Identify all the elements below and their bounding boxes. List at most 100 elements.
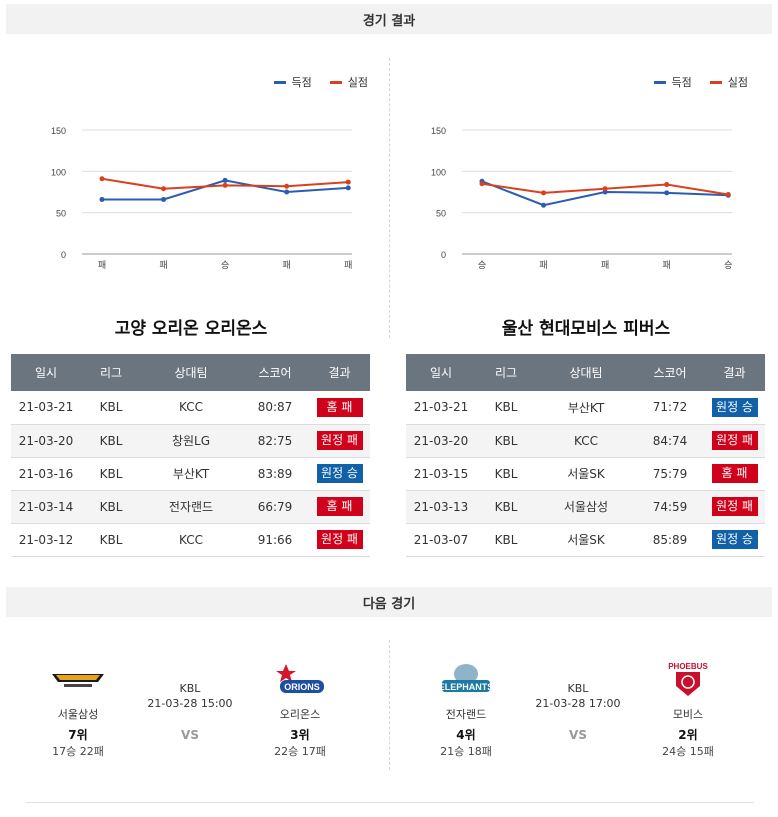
column-header: 일시: [11, 354, 81, 391]
conceded-point: [479, 181, 485, 187]
y-tick-label: 50: [436, 209, 446, 219]
cell-opponent: 전자랜드: [141, 490, 241, 524]
match-datetime: 21-03-28 17:00: [535, 697, 621, 710]
right-score-chart: 0 50 100 150 승 패 패 패 승 득점 실점: [400, 60, 760, 280]
elephants-logo-icon: ELEPHANTS: [436, 660, 496, 700]
away-team-rank: 3위: [290, 728, 310, 742]
away-team[interactable]: ORIONS 오리온스 3위 22승 17패: [250, 660, 350, 759]
left-score-chart: 0 50 100 150 패 패 승 패 패 득점 실점: [20, 60, 380, 280]
conceded-point: [725, 191, 731, 197]
table-row: 21-03-20 KBL 창원LG 82:75 원정 패: [11, 424, 370, 458]
match-info: KBL 21-03-28 15:00 VS: [130, 682, 250, 742]
x-tick-label: 승: [478, 260, 486, 271]
cell-score: 75:79: [636, 457, 704, 491]
cell-result: 원정 승: [704, 391, 765, 425]
cell-result: 홈 패: [704, 457, 765, 491]
y-tick-label: 0: [441, 250, 446, 260]
result-badge: 원정 승: [711, 397, 758, 417]
cell-date: 21-03-07: [406, 523, 476, 557]
cell-opponent: 서울SK: [536, 457, 636, 491]
away-team[interactable]: PHOEBUS 모비스 2위 24승 15패: [638, 660, 738, 759]
home-team-name: 전자랜드: [445, 708, 487, 721]
result-badge: 원정 패: [316, 431, 363, 450]
legend-scored-swatch: [273, 80, 286, 84]
legend-scored: 득점: [653, 74, 692, 90]
conceded-point: [664, 182, 670, 188]
cell-opponent: 서울SK: [536, 523, 636, 557]
cell-date: 21-03-13: [406, 490, 476, 524]
table-header-row: 일시 리그 상대팀 스코어 결과: [11, 354, 370, 391]
cell-league: KBL: [476, 523, 536, 557]
cell-league: KBL: [81, 490, 141, 524]
cell-result: 원정 패: [704, 490, 765, 524]
y-tick-label: 0: [61, 250, 66, 260]
legend-conceded-label: 실점: [347, 76, 368, 89]
x-tick-label: 패: [663, 260, 671, 271]
x-tick-label: 패: [344, 260, 352, 271]
table-row: 21-03-14 KBL 전자랜드 66:79 홈 패: [11, 490, 370, 524]
result-badge: 원정 패: [316, 530, 363, 549]
cell-date: 21-03-15: [406, 457, 476, 491]
conceded-point: [222, 182, 228, 188]
table-header-row: 일시 리그 상대팀 스코어 결과: [406, 354, 765, 391]
cell-date: 21-03-16: [11, 457, 81, 491]
legend-conceded: 실점: [709, 74, 748, 90]
away-team-rank: 2위: [678, 728, 698, 742]
cell-score: 84:74: [636, 424, 704, 458]
legend-conceded-swatch: [709, 80, 722, 84]
conceded-point: [541, 190, 547, 196]
scored-point: [222, 177, 228, 183]
cell-opponent: KCC: [536, 424, 636, 458]
match-league: KBL: [567, 682, 589, 695]
y-tick-label: 150: [431, 126, 446, 136]
column-header: 상대팀: [536, 354, 636, 391]
home-team[interactable]: ELEPHANTS 전자랜드 4위 21승 18패: [416, 660, 516, 759]
y-tick-label: 100: [51, 167, 66, 177]
column-header: 스코어: [241, 354, 309, 391]
match-info: KBL 21-03-28 17:00 VS: [518, 682, 638, 742]
x-tick-label: 패: [283, 260, 291, 271]
table-row: 21-03-21 KBL 부산KT 71:72 원정 승: [406, 391, 765, 425]
cell-score: 71:72: [636, 391, 704, 425]
x-tick-label: 승: [724, 260, 732, 271]
right-chart-legend: 득점 실점: [653, 74, 748, 90]
table-row: 21-03-20 KBL KCC 84:74 원정 패: [406, 424, 765, 458]
home-team[interactable]: 서울삼성 7위 17승 22패: [28, 660, 128, 759]
cell-date: 21-03-20: [406, 424, 476, 458]
cell-league: KBL: [476, 424, 536, 458]
x-tick-label: 승: [221, 260, 229, 271]
column-header: 상대팀: [141, 354, 241, 391]
cell-opponent: KCC: [141, 391, 241, 425]
conceded-point: [284, 183, 290, 189]
table-row: 21-03-07 KBL 서울SK 85:89 원정 승: [406, 523, 765, 557]
next-match-1: 서울삼성 7위 17승 22패 KBL 21-03-28 15:00 VS OR…: [10, 660, 380, 770]
cell-league: KBL: [476, 457, 536, 491]
left-team-title: 고양 오리온 오리온스: [114, 319, 268, 339]
conceded-point: [161, 186, 167, 192]
cell-date: 21-03-20: [11, 424, 81, 458]
left-chart-svg: 0 50 100 150 패 패 승 패 패: [51, 126, 352, 271]
column-header: 결과: [309, 354, 370, 391]
results-title-text: 경기 결과: [362, 13, 416, 29]
cell-league: KBL: [476, 391, 536, 425]
cell-league: KBL: [476, 490, 536, 524]
conceded-point: [345, 179, 351, 185]
legend-conceded: 실점: [329, 74, 368, 90]
next-game-section-title: 다음 경기: [6, 587, 772, 617]
home-team-name: 서울삼성: [57, 708, 99, 721]
away-team-record: 22승 17패: [274, 745, 326, 758]
cell-date: 21-03-14: [11, 490, 81, 524]
x-tick-label: 패: [539, 260, 547, 271]
column-header: 결과: [704, 354, 765, 391]
cell-result: 원정 패: [309, 424, 370, 458]
cell-result: 원정 승: [704, 523, 765, 557]
scored-point: [345, 185, 351, 191]
next-match-2: ELEPHANTS 전자랜드 4위 21승 18패 KBL 21-03-28 1…: [398, 660, 768, 770]
cell-result: 원정 패: [704, 424, 765, 458]
table-row: 21-03-13 KBL 서울삼성 74:59 원정 패: [406, 490, 765, 524]
cell-score: 80:87: [241, 391, 309, 425]
scored-point: [99, 196, 105, 202]
cell-result: 원정 승: [309, 457, 370, 491]
result-badge: 원정 패: [711, 431, 758, 450]
right-team-title: 울산 현대모비스 피버스: [501, 319, 671, 339]
